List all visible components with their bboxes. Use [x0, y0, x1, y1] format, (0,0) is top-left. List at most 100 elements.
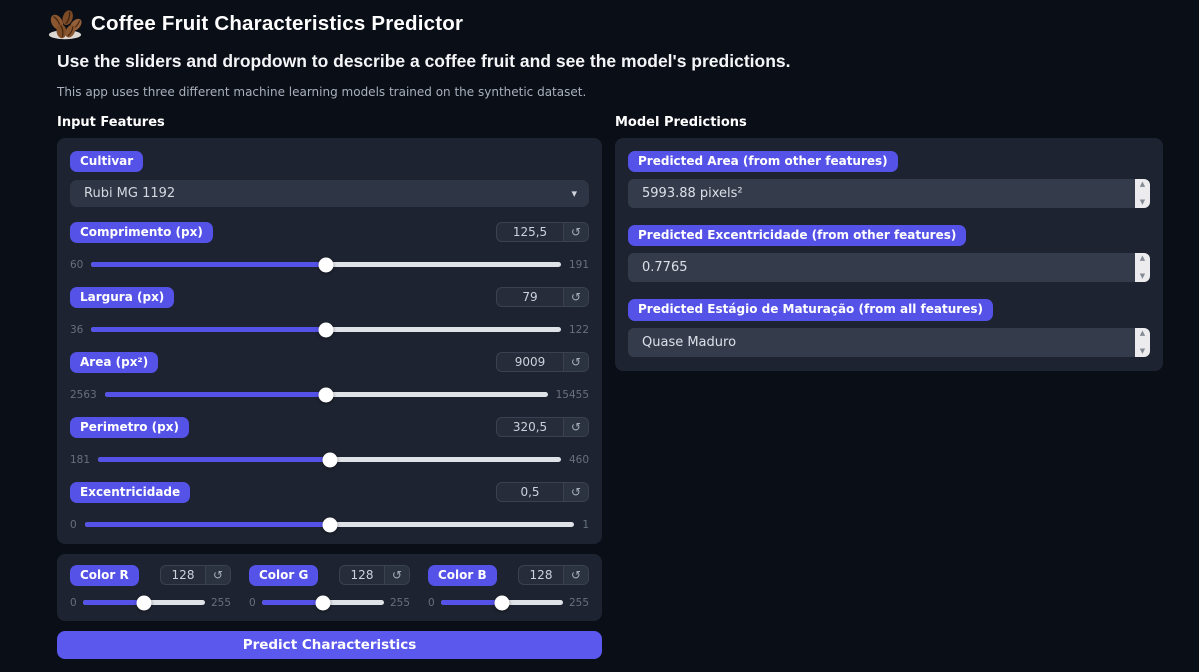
slider-min: 0 — [70, 596, 77, 609]
reset-button[interactable]: ↺ — [384, 566, 409, 585]
number-spinner: ▲ ▼ — [1135, 179, 1150, 209]
input-features-column: Input Features Cultivar Rubi MG 1192 ▾ C… — [57, 115, 602, 660]
page-subtitle: Use the sliders and dropdown to describe… — [57, 51, 791, 71]
up-arrow-icon[interactable]: ▲ — [1139, 328, 1146, 337]
input-features-heading: Input Features — [57, 115, 165, 130]
app-header: Coffee Fruit Characteristics Predictor — [45, 6, 1163, 42]
slider-comprimento: Comprimento (px) ↺ 60 — [70, 222, 589, 273]
reset-button[interactable]: ↺ — [563, 288, 588, 307]
slider-value-input[interactable] — [161, 566, 205, 585]
prediction-value: 0.7765 — [642, 260, 688, 276]
page-description: This app uses three different machine le… — [57, 85, 587, 99]
slider-handle[interactable] — [318, 387, 334, 403]
slider-value-input[interactable] — [497, 353, 563, 372]
slider-area: Area (px²) ↺ 2563 1 — [70, 352, 589, 403]
prediction-label: Predicted Estágio de Maturação (from all… — [628, 299, 993, 321]
cultivar-value: Rubi MG 1192 — [84, 186, 176, 202]
prediction-label: Predicted Excentricidade (from other fea… — [628, 225, 967, 247]
slider-handle[interactable] — [136, 595, 152, 611]
up-arrow-icon[interactable]: ▲ — [1139, 254, 1146, 263]
slider-handle[interactable] — [318, 322, 334, 338]
slider-min: 0 — [249, 596, 256, 609]
slider-handle[interactable] — [494, 595, 510, 611]
slider-label: Perimetro (px) — [70, 417, 189, 439]
prediction-excentricidade: Predicted Excentricidade (from other fea… — [628, 224, 1150, 283]
prediction-output[interactable]: 0.7765 ▲ ▼ — [628, 253, 1150, 283]
reset-button[interactable]: ↺ — [563, 566, 588, 585]
slider-track[interactable] — [261, 595, 384, 611]
prediction-output[interactable]: 5993.88 pixels² ▲ ▼ — [628, 179, 1150, 209]
slider-value-input[interactable] — [497, 483, 563, 502]
slider-min: 36 — [70, 323, 84, 336]
slider-number-box: ↺ — [518, 565, 589, 586]
slider-track[interactable] — [440, 595, 563, 611]
slider-track[interactable] — [104, 387, 548, 403]
up-arrow-icon[interactable]: ▲ — [1139, 180, 1146, 189]
slider-max: 15455 — [555, 388, 589, 401]
color-label: Color G — [249, 564, 319, 586]
slider-handle[interactable] — [315, 595, 331, 611]
prediction-label: Predicted Area (from other features) — [628, 151, 898, 173]
slider-max: 255 — [568, 596, 589, 609]
cultivar-label: Cultivar — [70, 151, 144, 173]
slider-max: 122 — [568, 323, 589, 336]
reset-button[interactable]: ↺ — [563, 483, 588, 502]
color-g-column: Color G ↺ 0 255 — [249, 564, 410, 611]
slider-max: 255 — [210, 596, 231, 609]
slider-max: 1 — [582, 518, 589, 531]
slider-value-input[interactable] — [497, 223, 563, 242]
color-panel: Color R ↺ 0 255 — [57, 554, 602, 622]
slider-value-input[interactable] — [519, 566, 563, 585]
slider-handle[interactable] — [322, 517, 337, 533]
slider-track[interactable] — [98, 452, 561, 468]
slider-excentricidade: Excentricidade ↺ 0 — [70, 482, 589, 533]
predict-button[interactable]: Predict Characteristics — [57, 631, 602, 660]
slider-min: 0 — [428, 596, 435, 609]
color-b-column: Color B ↺ 0 255 — [428, 564, 589, 611]
slider-track[interactable] — [84, 517, 575, 533]
slider-track[interactable] — [91, 257, 561, 273]
slider-value-input[interactable] — [340, 566, 384, 585]
slider-number-box: ↺ — [496, 352, 589, 373]
slider-max: 255 — [389, 596, 410, 609]
prediction-area: Predicted Area (from other features) 599… — [628, 150, 1150, 209]
slider-number-box: ↺ — [496, 417, 589, 438]
slider-min: 181 — [70, 453, 91, 466]
reset-button[interactable]: ↺ — [563, 353, 588, 372]
reset-button[interactable]: ↺ — [563, 418, 588, 437]
down-arrow-icon[interactable]: ▼ — [1139, 346, 1146, 355]
color-label: Color B — [428, 564, 497, 586]
slider-label: Excentricidade — [70, 482, 191, 504]
slider-track[interactable] — [82, 595, 205, 611]
slider-perimetro: Perimetro (px) ↺ 181 — [70, 417, 589, 468]
slider-handle[interactable] — [318, 257, 334, 273]
slider-number-box: ↺ — [496, 482, 589, 503]
reset-button[interactable]: ↺ — [205, 566, 230, 585]
slider-value-input[interactable] — [497, 288, 563, 307]
number-spinner: ▲ ▼ — [1135, 327, 1150, 357]
color-r-column: Color R ↺ 0 255 — [70, 564, 231, 611]
down-arrow-icon[interactable]: ▼ — [1139, 198, 1146, 207]
reset-icon: ↺ — [570, 355, 582, 370]
prediction-maturacao: Predicted Estágio de Maturação (from all… — [628, 298, 1150, 357]
slider-max: 460 — [568, 453, 589, 466]
slider-label: Comprimento (px) — [70, 222, 213, 244]
slider-value-input[interactable] — [497, 418, 563, 437]
chevron-down-icon: ▾ — [571, 187, 577, 201]
predictions-column: Model Predictions Predicted Area (from o… — [615, 115, 1163, 659]
slider-label: Area (px²) — [70, 352, 159, 374]
reset-button[interactable]: ↺ — [563, 223, 588, 242]
prediction-output[interactable]: Quase Maduro ▲ ▼ — [628, 327, 1150, 357]
reset-icon: ↺ — [570, 225, 582, 240]
prediction-value: Quase Maduro — [642, 334, 737, 350]
predictions-heading: Model Predictions — [615, 115, 747, 130]
slider-track[interactable] — [91, 322, 561, 338]
slider-label: Largura (px) — [70, 287, 175, 309]
reset-icon: ↺ — [570, 420, 582, 435]
features-panel: Cultivar Rubi MG 1192 ▾ Comprimento (px)… — [57, 138, 602, 545]
down-arrow-icon[interactable]: ▼ — [1139, 272, 1146, 281]
cultivar-dropdown[interactable]: Rubi MG 1192 ▾ — [70, 180, 589, 208]
slider-handle[interactable] — [322, 452, 337, 468]
slider-number-box: ↺ — [160, 565, 231, 586]
